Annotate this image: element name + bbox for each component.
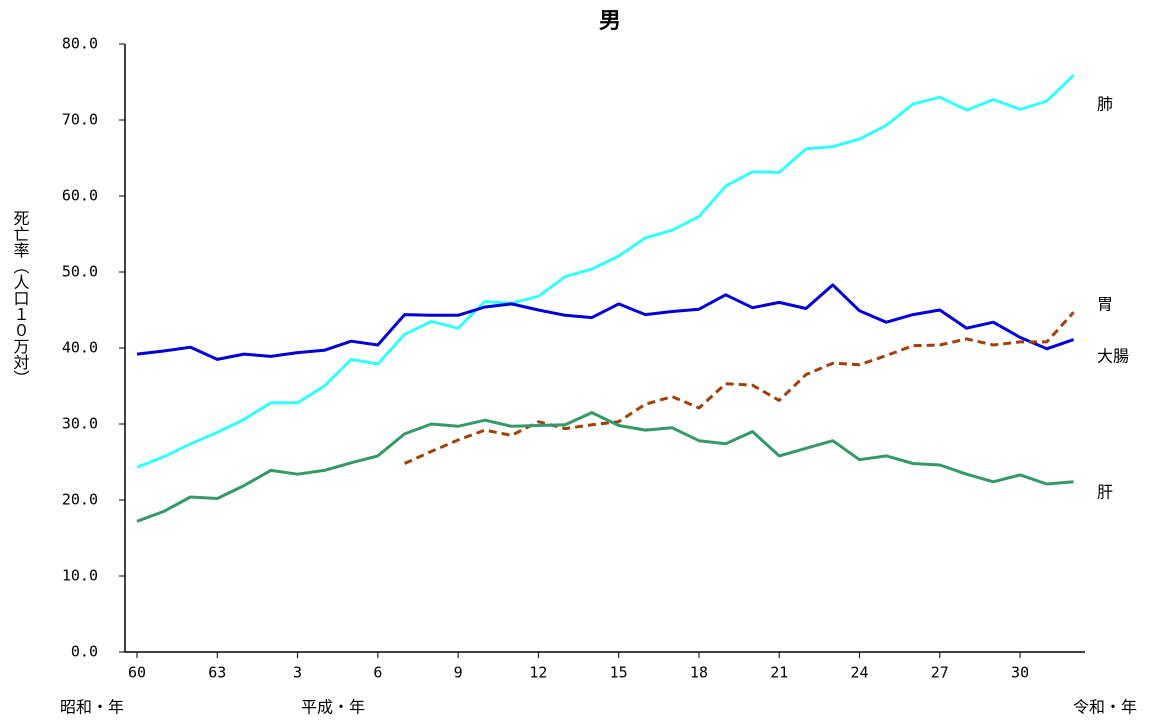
series-line [136, 411, 1074, 523]
series-label: 胃 [1097, 295, 1113, 314]
x-tick-label: 30 [1011, 664, 1029, 682]
series-label: 肝 [1097, 483, 1113, 502]
x-tick-label: 24 [850, 664, 868, 682]
series-line [403, 311, 1075, 465]
y-tick-label: 20.0 [62, 491, 98, 509]
era-label: 令和・年 [1073, 698, 1137, 717]
y-tick-label: 30.0 [62, 415, 98, 433]
series-line [136, 283, 1075, 361]
y-tick-label: 50.0 [62, 263, 98, 281]
x-tick-label: 3 [293, 664, 302, 682]
y-tick-label: 70.0 [62, 111, 98, 129]
series-label: 大腸 [1097, 347, 1129, 366]
x-tick-label: 9 [454, 664, 463, 682]
y-tick-label: 0.0 [71, 643, 98, 661]
series-label: 肺 [1097, 95, 1113, 114]
era-label: 昭和・年 [60, 698, 124, 717]
x-tick-label: 15 [610, 664, 628, 682]
y-axis-label: 死亡率（人口１０万対） [11, 210, 30, 386]
x-tick-label: 60 [128, 664, 146, 682]
y-tick-label: 40.0 [62, 339, 98, 357]
x-tick-label: 18 [690, 664, 708, 682]
series-line [136, 74, 1075, 469]
x-tick-label: 63 [208, 664, 226, 682]
y-tick-label: 60.0 [62, 187, 98, 205]
x-tick-label: 27 [931, 664, 949, 682]
x-tick-label: 12 [529, 664, 547, 682]
chart-title: 男 [599, 9, 621, 34]
x-tick-label: 21 [770, 664, 788, 682]
y-tick-label: 10.0 [62, 567, 98, 585]
era-label: 平成・年 [301, 698, 365, 717]
x-tick-label: 6 [373, 664, 382, 682]
y-tick-label: 80.0 [62, 35, 98, 53]
